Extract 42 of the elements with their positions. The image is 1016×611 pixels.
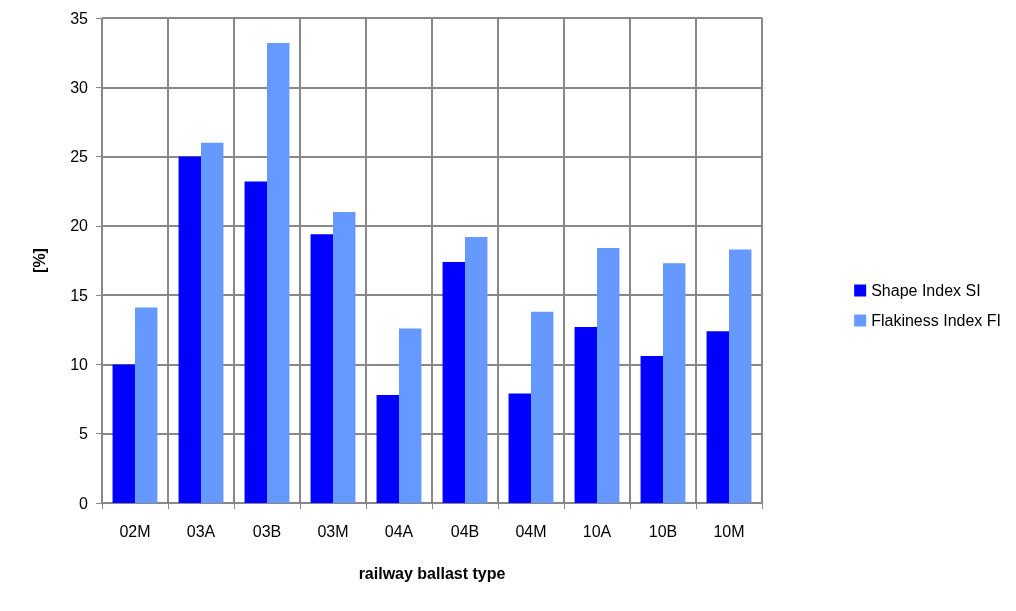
x-tick-label: 04A xyxy=(384,522,414,540)
y-tick-label: 5 xyxy=(79,425,89,443)
bar xyxy=(267,42,290,503)
bar xyxy=(508,393,531,503)
bar xyxy=(597,248,620,503)
bar xyxy=(706,331,729,503)
bar xyxy=(442,261,465,503)
bar xyxy=(531,311,554,503)
bar xyxy=(178,156,201,503)
x-tick-label: 10B xyxy=(648,522,678,540)
bar xyxy=(465,236,488,503)
x-tick-label: 03M xyxy=(317,522,349,540)
x-axis-title: railway ballast type xyxy=(358,564,506,582)
x-tick-label: 04B xyxy=(450,522,480,540)
bar xyxy=(201,142,224,503)
legend-label: Shape Index SI xyxy=(871,282,981,299)
y-tick-label: 20 xyxy=(70,217,89,235)
y-axis-title: [%] xyxy=(30,248,48,273)
bar xyxy=(112,364,135,503)
x-tick-label: 02M xyxy=(119,522,151,540)
y-tick-label: 15 xyxy=(70,286,89,304)
x-tick-label: 03B xyxy=(252,522,282,540)
bar xyxy=(574,327,597,503)
y-tick-label: 30 xyxy=(70,78,89,96)
y-tick-label: 10 xyxy=(70,355,89,373)
y-tick-label: 0 xyxy=(79,494,89,512)
bar xyxy=(640,356,663,503)
bar xyxy=(244,181,267,503)
bar xyxy=(729,249,752,503)
bar xyxy=(333,212,356,503)
y-tick-label: 35 xyxy=(70,9,89,27)
x-tick-label: 10A xyxy=(582,522,612,540)
bar xyxy=(135,307,158,503)
bar xyxy=(399,328,422,503)
bar xyxy=(310,234,333,503)
x-tick-label: 04M xyxy=(515,522,547,540)
y-tick-label: 25 xyxy=(70,148,89,166)
bar xyxy=(376,394,399,503)
bar xyxy=(663,263,686,503)
x-tick-label: 03A xyxy=(186,522,216,540)
legend-label: Flakiness Index FI xyxy=(871,312,1001,329)
x-tick-label: 10M xyxy=(713,522,745,540)
